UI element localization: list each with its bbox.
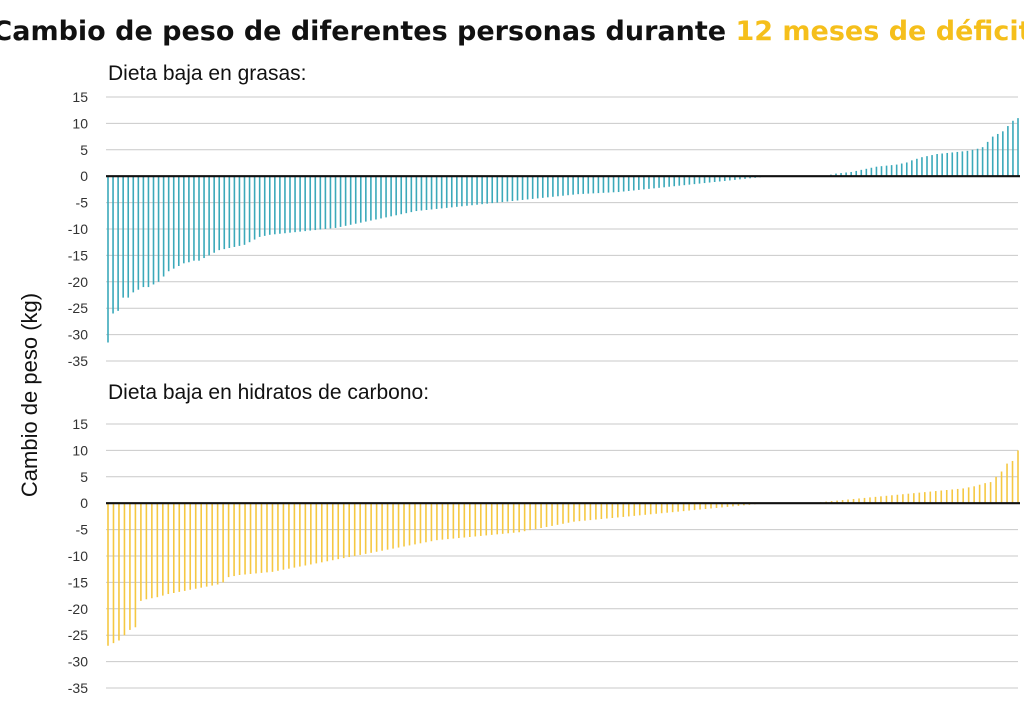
y-tick-label: -10 bbox=[68, 221, 88, 237]
y-tick-label: 15 bbox=[72, 89, 88, 105]
y-tick-label: -15 bbox=[68, 247, 88, 263]
y-tick-label: -35 bbox=[68, 353, 88, 369]
y-tick-label: 5 bbox=[80, 142, 88, 158]
panel-title: Dieta baja en grasas: bbox=[108, 62, 306, 85]
chart-title: Cambio de peso de diferentes personas du… bbox=[0, 16, 1024, 47]
panel-title: Dieta baja en hidratos de carbono: bbox=[108, 381, 429, 404]
y-tick-label: -30 bbox=[68, 327, 88, 343]
y-tick-label: -20 bbox=[68, 274, 88, 290]
y-tick-label: -20 bbox=[68, 601, 88, 617]
y-tick-label: -10 bbox=[68, 548, 88, 564]
y-axis-label: Cambio de peso (kg) bbox=[17, 293, 42, 497]
y-tick-label: -5 bbox=[76, 522, 89, 538]
y-tick-label: -25 bbox=[68, 627, 88, 643]
y-tick-label: 5 bbox=[80, 469, 88, 485]
y-tick-label: -15 bbox=[68, 574, 88, 590]
y-tick-label: -25 bbox=[68, 300, 88, 316]
chart-title-main: Cambio de peso de diferentes personas du… bbox=[0, 16, 735, 47]
panel-low-carb: Dieta baja en hidratos de carbono: 15 10 5 0… bbox=[68, 381, 1020, 696]
y-tick-label: -35 bbox=[68, 680, 88, 696]
y-tick-label: 10 bbox=[72, 442, 88, 458]
y-tick-label: 0 bbox=[80, 168, 88, 184]
y-tick-label: 15 bbox=[72, 416, 88, 432]
panel-low-fat: Dieta baja en grasas: 15 10 5 0 -5 -10 -15 -20 -2… bbox=[68, 62, 1020, 369]
y-tick-label: 0 bbox=[80, 495, 88, 511]
y-tick-label: 10 bbox=[72, 115, 88, 131]
y-tick-label: -5 bbox=[76, 195, 89, 211]
chart-title-highlight: 12 meses de déficit bbox=[735, 16, 1024, 47]
y-tick-label: -30 bbox=[68, 654, 88, 670]
